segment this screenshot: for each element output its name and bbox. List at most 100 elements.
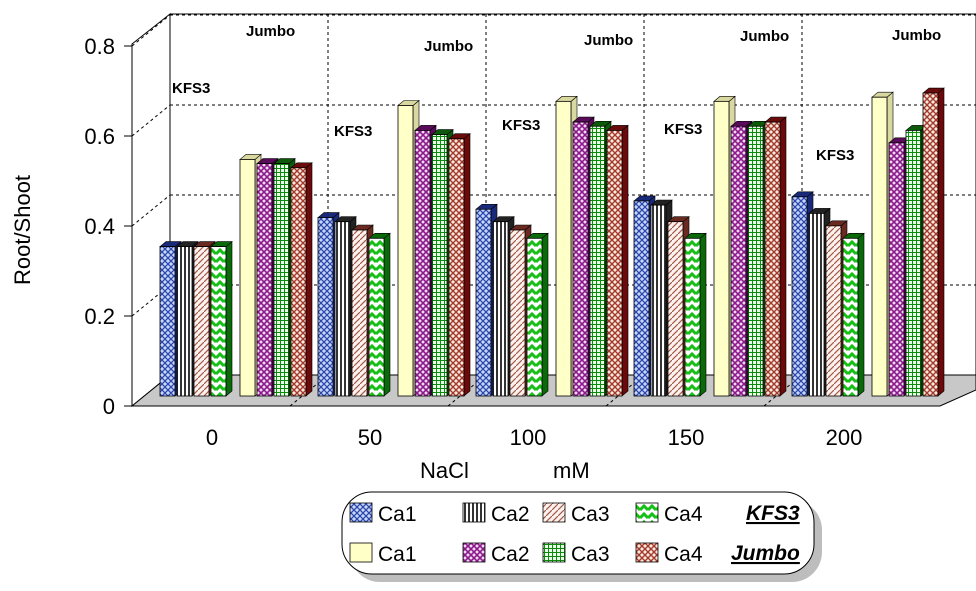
- legend-swatch: [349, 542, 373, 563]
- legend-swatch: [635, 542, 659, 563]
- legend-swatch: [462, 502, 486, 523]
- bar: [273, 163, 290, 397]
- legend-items: Ca1 Ca2 Ca3 Ca4 Ca1 Ca2 Ca3 Ca4: [349, 502, 703, 566]
- bar: [256, 163, 273, 397]
- legend-label: Ca3: [571, 503, 610, 526]
- legend-label: Ca4: [664, 543, 703, 566]
- bar: [905, 129, 922, 397]
- legend-swatch: [542, 542, 566, 563]
- legend-swatch: [635, 502, 659, 523]
- bar-side: [699, 232, 707, 397]
- bar-side: [779, 116, 787, 397]
- bar-side: [541, 232, 549, 397]
- bar: [334, 221, 351, 397]
- bar: [633, 200, 650, 397]
- bar: [825, 225, 842, 397]
- legend-swatch: [349, 502, 373, 523]
- bar-side: [857, 232, 865, 397]
- bar-side: [463, 133, 471, 397]
- group-label-kfs3: KFS3: [502, 117, 540, 134]
- group-label-kfs3: KFS3: [664, 121, 702, 138]
- bar: [526, 237, 543, 397]
- legend-swatch: [462, 542, 486, 563]
- x-tick-label: 150: [668, 425, 705, 450]
- bar: [606, 129, 623, 397]
- legend: Ca1 Ca2 Ca3 Ca4 Ca1 Ca2 Ca3 Ca4 KFS3 Jumbo: [341, 491, 822, 582]
- group-labels: KFS3 Jumbo KFS3 Jumbo KFS3 Jumbo KFS3 Jumbo KFS3…: [172, 23, 941, 164]
- bar: [684, 237, 701, 397]
- legend-label: Ca2: [491, 503, 530, 526]
- bar: [747, 125, 764, 397]
- bar-side: [305, 162, 313, 397]
- bars: [159, 87, 945, 397]
- y-tick-label: 0.2: [84, 304, 115, 329]
- x-tick-label: 200: [826, 425, 863, 450]
- y-tick-label: 0: [103, 394, 115, 419]
- gridline-diag: [131, 14, 171, 47]
- y-tick-label: 0.6: [84, 124, 115, 149]
- y-tick-labels: 0 0.2 0.4 0.6 0.8: [84, 34, 133, 419]
- group-label-jumbo: Jumbo: [892, 27, 941, 44]
- y-axis-title: Root/Shoot: [10, 175, 35, 285]
- x-axis-title-left: NaCl: [420, 458, 469, 483]
- bar: [397, 105, 414, 397]
- bar: [239, 159, 256, 397]
- x-tick-label: 50: [358, 425, 382, 450]
- x-tick-labels: 0 50 100 150 200: [206, 425, 862, 450]
- group-label-kfs3: KFS3: [172, 80, 210, 97]
- bar: [791, 196, 808, 397]
- group-label-jumbo: Jumbo: [740, 28, 789, 45]
- bar: [650, 204, 667, 397]
- x-axis-title-right: mM: [553, 458, 590, 483]
- legend-label: Ca1: [378, 503, 417, 526]
- bar: [431, 134, 448, 397]
- bar: [871, 96, 888, 397]
- group-label-jumbo: Jumbo: [584, 32, 633, 49]
- bar: [475, 208, 492, 397]
- bar: [589, 125, 606, 397]
- legend-label: Ca4: [664, 503, 703, 526]
- bar: [176, 246, 193, 397]
- legend-box: [341, 491, 815, 575]
- gridline-diag: [131, 104, 171, 137]
- bar: [667, 221, 684, 397]
- gridline-diag: [131, 284, 171, 317]
- bar-side: [937, 87, 945, 397]
- bar: [159, 246, 176, 397]
- group-label-kfs3: KFS3: [816, 147, 854, 164]
- bar: [842, 237, 859, 397]
- legend-title-jumbo: Jumbo: [731, 542, 800, 565]
- group-label-jumbo: Jumbo: [246, 23, 295, 40]
- bar: [922, 92, 939, 397]
- group-label-jumbo: Jumbo: [424, 38, 473, 55]
- bar: [713, 100, 730, 397]
- gridline-diag: [131, 194, 171, 227]
- bar: [730, 125, 747, 397]
- bar-side: [621, 124, 629, 397]
- bar: [414, 129, 431, 397]
- bar: [317, 217, 334, 397]
- bar: [492, 221, 509, 397]
- y-tick-label: 0.8: [84, 34, 115, 59]
- legend-title-kfs3: KFS3: [746, 502, 800, 525]
- bar-side: [225, 240, 233, 397]
- bar: [555, 100, 572, 397]
- legend-label: Ca3: [571, 543, 610, 566]
- bar: [764, 121, 781, 397]
- group-label-kfs3: KFS3: [334, 123, 372, 140]
- bar: [210, 246, 227, 397]
- x-tick-label: 100: [510, 425, 547, 450]
- bar: [368, 237, 385, 397]
- bar: [290, 167, 307, 397]
- legend-label: Ca1: [378, 543, 417, 566]
- bar: [193, 246, 210, 397]
- bar-side: [383, 232, 391, 397]
- x-tick-label: 0: [206, 425, 218, 450]
- bar: [509, 229, 526, 397]
- y-tick-label: 0.4: [84, 214, 115, 239]
- legend-swatch: [542, 502, 566, 523]
- bar: [808, 212, 825, 397]
- bar: [888, 142, 905, 397]
